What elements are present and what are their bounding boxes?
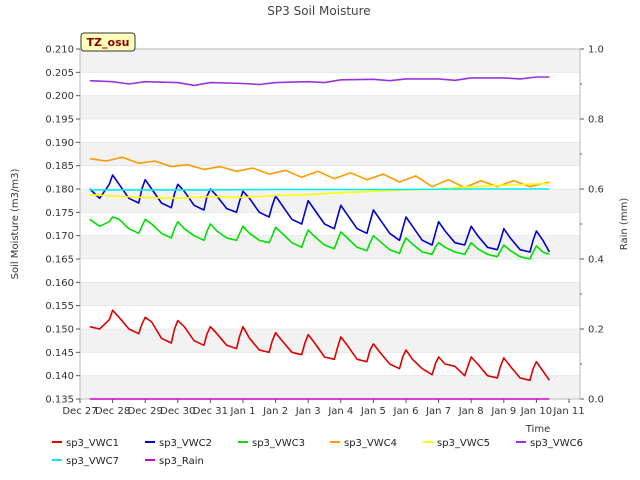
series-line-sp3_VWC1: [89, 309, 551, 382]
x-tick-label: Jan 6: [393, 406, 419, 417]
x-tick-label: Jan 11: [552, 406, 584, 417]
x-axis-label: Time: [525, 424, 550, 435]
y-tick-label: 0.200: [45, 91, 74, 102]
site-badge-text: TZ_osu: [87, 36, 130, 49]
series-line-sp3_VWC4: [89, 156, 550, 189]
y-tick-label: 0.165: [45, 255, 74, 266]
grid-band: [80, 329, 580, 353]
y-axis-right: 0.0 0.2 0.4 0.6 0.8 1.0: [580, 45, 604, 406]
y-tick-label: 0.205: [45, 68, 74, 79]
grid-bands: [80, 49, 580, 399]
x-tick-label: Jan 2: [262, 406, 288, 417]
y-tick-label: 0.180: [45, 185, 74, 196]
y-tick-label: 0.170: [45, 231, 74, 242]
y-tick-label: 0.150: [45, 325, 74, 336]
legend-label: sp3_VWC7: [66, 456, 119, 467]
legend: sp3_VWC1 sp3_VWC2 sp3_VWC3 sp3_VWC4 sp3_VWC5…: [52, 438, 583, 467]
x-tick-label: Jan 7: [425, 406, 451, 417]
y2-axis-label: Rain (mm): [619, 198, 630, 251]
y-tick-label: 0.160: [45, 278, 74, 289]
y-axis-label: Soil Moisture (m3/m3): [10, 169, 21, 280]
x-tick-label: Dec 30: [160, 406, 195, 417]
y-tick-label: 0.195: [45, 115, 74, 126]
grid-band: [80, 375, 580, 399]
x-tick-label: Jan 8: [458, 406, 484, 417]
site-badge: TZ_osu: [80, 32, 136, 52]
y2-tick-label: 0.8: [588, 115, 604, 126]
y-tick-label: 0.155: [45, 301, 74, 312]
y-tick-label: 0.185: [45, 161, 74, 172]
y-tick-label: 0.190: [45, 138, 74, 149]
y-tick-label: 0.135: [45, 395, 74, 406]
y-tick-label: 0.210: [45, 45, 74, 56]
series-lines: [89, 76, 551, 400]
y2-tick-label: 1.0: [588, 45, 604, 56]
grid-band: [80, 282, 580, 306]
y-tick-label: 0.145: [45, 348, 74, 359]
y2-tick-label: 0.0: [588, 395, 604, 406]
y2-tick-label: 0.6: [588, 185, 604, 196]
legend-label: sp3_VWC5: [437, 438, 490, 449]
x-tick-label: Jan 1: [230, 406, 256, 417]
grid-band: [80, 142, 580, 166]
legend-label: sp3_Rain: [159, 456, 204, 467]
y-axis-left: 0.135 0.140 0.145 0.150 0.155 0.160 0.165 0.170…: [45, 45, 80, 406]
legend-label: sp3_VWC6: [530, 438, 583, 449]
chart-title: SP3 Soil Moisture: [267, 4, 370, 18]
x-tick-label: Dec 29: [128, 406, 163, 417]
series-line-sp3_VWC6: [89, 76, 550, 87]
legend-label: sp3_VWC4: [344, 438, 397, 449]
y-tick-label: 0.140: [45, 371, 74, 382]
grid-band: [80, 49, 580, 73]
x-tick-label: Jan 10: [520, 406, 552, 417]
x-tick-label: Dec 28: [95, 406, 130, 417]
grid-band: [80, 95, 580, 119]
legend-label: sp3_VWC2: [159, 438, 212, 449]
x-tick-label: Dec 31: [193, 406, 228, 417]
y2-tick-label: 0.4: [588, 255, 604, 266]
legend-label: sp3_VWC3: [252, 438, 305, 449]
x-tick-label: Jan 9: [490, 406, 516, 417]
series-line-sp3_VWC7: [89, 188, 550, 191]
x-tick-label: Jan 5: [360, 406, 386, 417]
y2-tick-label: 0.2: [588, 325, 604, 336]
x-tick-label: Jan 4: [327, 406, 353, 417]
series-line-sp3_VWC3: [89, 216, 550, 260]
x-tick-label: Jan 3: [295, 406, 321, 417]
legend-label: sp3_VWC1: [66, 438, 119, 449]
x-tick-label: Dec 27: [62, 406, 97, 417]
series-line-sp3_VWC5: [89, 182, 550, 200]
y-tick-label: 0.175: [45, 208, 74, 219]
